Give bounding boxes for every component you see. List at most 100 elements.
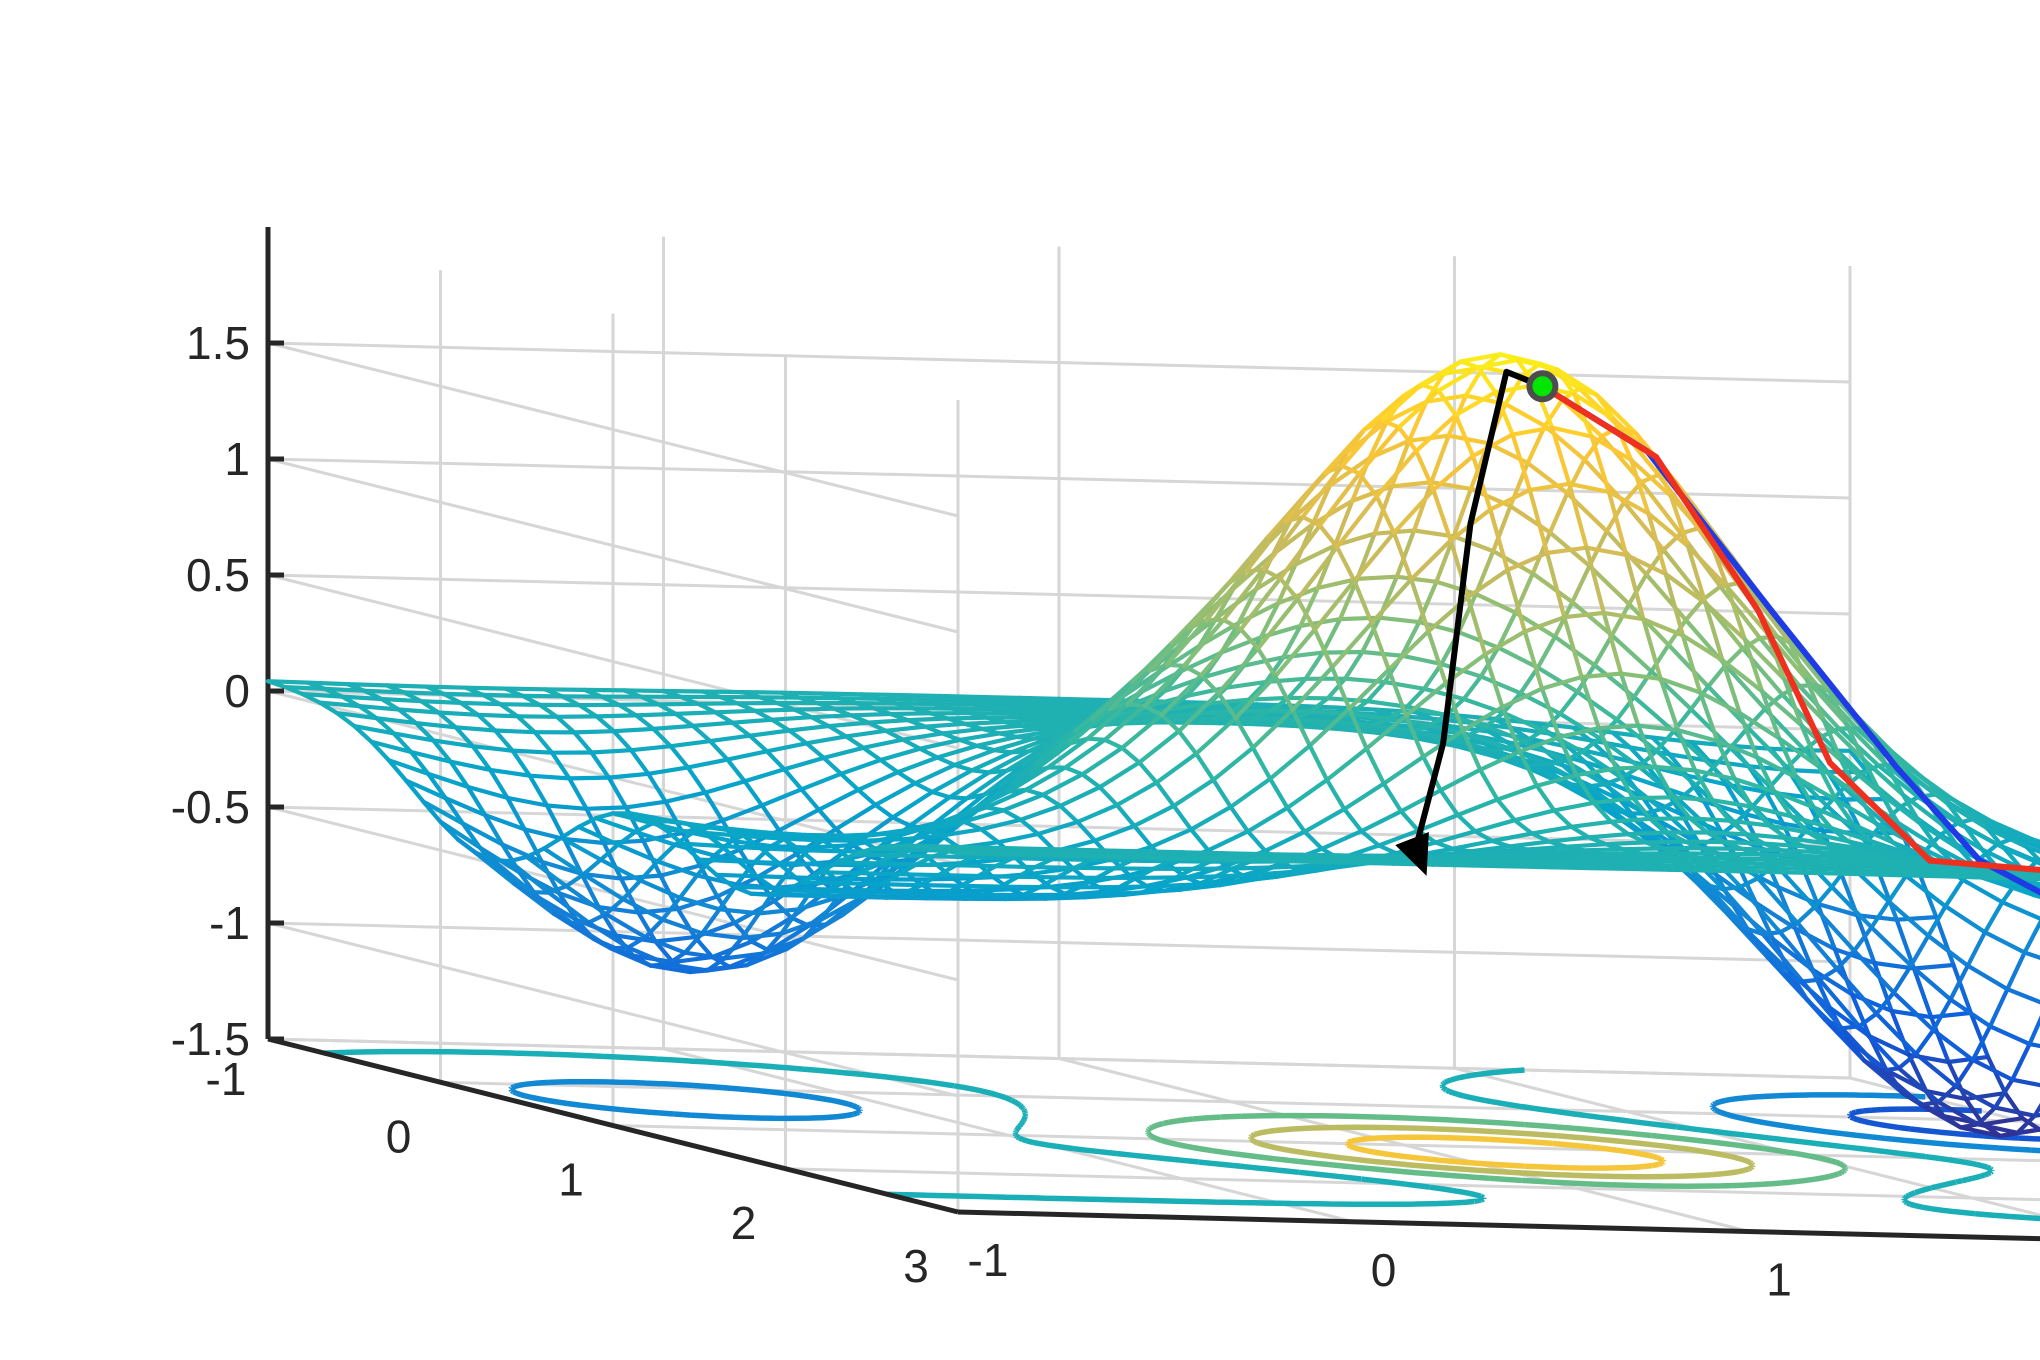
mesh-segment [1547,491,1570,535]
mesh-segment [1911,962,1956,971]
mesh-segment [879,882,924,888]
mesh-segment [1624,552,1668,577]
mesh-segment [1228,804,1251,834]
mesh-segment [992,736,1036,753]
mesh-segment [334,710,357,729]
mesh-segment [529,889,552,895]
mesh-segment [1278,523,1322,581]
mesh-segment [1060,892,1105,898]
mesh-segment [1879,1068,1924,1108]
mesh-segment [409,749,453,764]
mesh-segment [989,706,1012,716]
mesh-segment [1436,365,1481,393]
mesh-segment [816,787,861,812]
mesh-segment [1984,826,2007,851]
mesh-segment [758,846,781,866]
mesh-segment [577,702,599,719]
mesh-segment [576,816,598,830]
mesh-segment [1525,423,1548,466]
mesh-segment [1915,859,1937,868]
mesh-segment [727,963,749,969]
mesh-segment [549,750,572,781]
mesh-segment [334,710,379,721]
mesh-segment [1023,765,1068,793]
mesh-segment [1365,679,1387,704]
mesh-segment [1171,803,1194,832]
mesh-segment [1806,830,1851,844]
mesh-segment [1245,805,1290,834]
mesh-segment [1370,716,1392,728]
mesh-segment [1233,674,1278,721]
mesh-segment [470,744,493,773]
mesh-segment [1373,707,1395,718]
mesh-segment [797,695,842,701]
mesh-segment [1063,737,1107,770]
mesh-segment [1438,788,1460,818]
mesh-segment [1738,876,1761,889]
y-axis-line [957,1209,2040,1242]
mesh-segment [1379,418,1402,430]
mesh-segment [1580,749,1625,781]
mesh-segment [1570,599,1615,638]
mesh-segment [1471,747,1494,753]
mesh-segment [1631,795,1675,801]
mesh-segment [1787,639,1809,682]
mesh-segment [1574,766,1619,778]
mesh-segment [1908,963,1953,1002]
mesh-segment [1255,646,1278,679]
mesh-segment [1769,865,1791,875]
mesh-segment [854,700,876,711]
mesh-segment [1498,352,1520,363]
mesh-segment [1963,1090,2008,1102]
mesh-segment [1243,519,1288,574]
mesh-segment [717,907,762,916]
mesh-segment [1248,534,1271,563]
mesh-segment [685,765,708,795]
mesh-segment [594,714,616,734]
mesh-segment [910,706,933,716]
mesh-segment [1852,925,1874,953]
mesh-segment [1014,734,1036,741]
mesh-segment [764,749,787,772]
mesh-segment [1693,768,1737,782]
mesh-segment [912,762,957,786]
mesh-segment [1394,574,1439,584]
mesh-segment [957,731,1002,743]
mesh-segment [1580,736,1602,754]
mesh-segment [1307,706,1352,748]
mesh-segment [1246,679,1269,702]
mesh-segment [1810,967,1855,997]
mesh-segment [781,836,826,843]
mesh-segment [1931,1027,1976,1063]
mesh-segment [1577,386,1599,397]
mesh-segment [1711,745,1733,770]
mesh-segment [634,713,656,732]
mesh-segment [1663,571,1708,606]
mesh-segment [1295,544,1340,602]
mesh-segment [677,873,700,900]
mesh-segment [1236,601,1281,626]
mesh-segment [620,878,643,902]
mesh-segment [1277,853,1322,859]
mesh-segment [792,706,837,712]
mesh-segment [1337,615,1382,622]
mesh-segment [1812,904,1857,953]
mesh-segment [1720,658,1765,694]
mesh-segment [1478,674,1523,696]
mesh-segment [1641,617,1686,638]
mesh-segment [856,770,900,793]
mesh-segment [1329,665,1352,711]
mesh-segment [1133,715,1155,725]
mesh-segment [1687,816,1732,823]
mesh-segment [1204,569,1248,623]
mesh-segment [1821,718,1866,762]
mesh-segment [964,792,987,801]
mesh-segment [764,741,809,754]
mesh-segment [1099,890,1144,897]
mesh-segment [1742,637,1765,694]
contour-line [1847,1106,2040,1142]
mesh-segment [1650,863,1695,869]
mesh-segment [541,846,586,877]
mesh-segment [1805,998,1827,1022]
mesh-segment [1114,854,1158,861]
